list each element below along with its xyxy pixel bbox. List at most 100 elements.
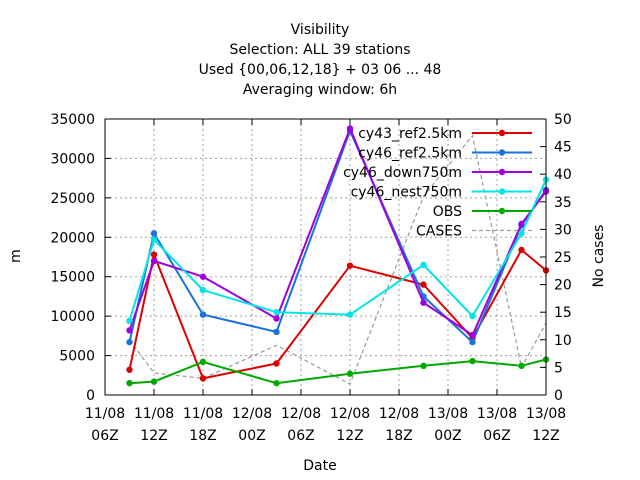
series-line-obs (129, 358, 547, 385)
x-tick-label: 11/08 (85, 406, 125, 422)
chart-title: Visibility Selection: ALL 39 stations Us… (199, 22, 442, 98)
data-point-cy46-down750m (518, 220, 525, 228)
data-point-cy43-ref2-5km (273, 360, 280, 367)
y-tick-label: 20000 (50, 230, 95, 246)
y-tick-label: 15000 (50, 270, 95, 286)
x-tick-label: 18Z (385, 428, 412, 444)
series-layer (126, 125, 550, 387)
series-line-cy46-nest750m (128, 179, 547, 322)
y2-tick-label: 50 (554, 112, 572, 128)
x-tick-label: 12Z (336, 428, 363, 444)
data-point-cy43-ref2-5km (420, 281, 427, 288)
legend-marker-cy46-nest750m (498, 188, 506, 195)
data-point-cy43-ref2-5km (126, 366, 133, 373)
title-line-4: Averaging window: 6h (243, 82, 397, 98)
legend-marker-cy46-ref2-5km (498, 149, 506, 156)
y2-axis-label: No cases (591, 225, 607, 288)
y-tick-label: 5000 (59, 349, 95, 365)
y2-tick-label: 25 (554, 250, 572, 266)
plot-border (104, 118, 547, 396)
y2-tick-label: 45 (554, 140, 572, 156)
data-point-cy46-ref2-5km (126, 338, 133, 346)
data-point-cy46-down750m (420, 299, 427, 306)
title-line-2: Selection: ALL 39 stations (229, 42, 410, 58)
x-tick-label: 13/08 (428, 406, 468, 422)
legend-label-cy46-down750m: cy46_down750m (343, 165, 462, 181)
legend: cy43_ref2.5km cy46_ref2.5km cy46_down750mc… (343, 126, 532, 240)
data-point-cy46-nest750m (518, 230, 525, 237)
data-point-cy46-down750m (199, 273, 207, 280)
x-axis-label: Date (303, 458, 336, 474)
data-point-obs (469, 357, 476, 365)
x-tick-label: 12Z (140, 428, 167, 444)
series-line-cy46-down750m (128, 125, 547, 337)
data-point-cy43-ref2-5km (199, 375, 207, 382)
x-tick-label: 12/08 (330, 406, 370, 422)
y2-tick-label: 15 (554, 305, 572, 321)
y2-tick-label: 0 (554, 388, 563, 404)
y2-tick-label: 10 (554, 333, 572, 349)
y2-tick-label: 35 (554, 195, 572, 211)
plot-frame (104, 118, 547, 396)
data-point-obs (150, 378, 158, 385)
data-point-cy46-nest750m (469, 312, 476, 320)
data-point-obs (420, 362, 427, 370)
legend-label-cy46-ref2-5km: cy46_ref2.5km (358, 146, 462, 162)
x-tick-label: 13/08 (526, 406, 566, 422)
x-tick-label: 18Z (189, 428, 216, 444)
data-point-cy46-nest750m (273, 309, 280, 316)
data-point-obs (199, 358, 207, 366)
legend-marker-cy43-ref2-5km (498, 129, 506, 137)
x-tick-label: 00Z (434, 428, 461, 444)
x-tick-label: 12/08 (232, 406, 272, 422)
data-point-cy46-down750m (469, 331, 476, 339)
y2-tick-label: 30 (554, 222, 572, 238)
y-tick-label: 25000 (50, 191, 95, 207)
data-point-cy46-nest750m (150, 236, 158, 243)
legend-label-obs: OBS (433, 204, 462, 220)
x-tick-label: 06Z (483, 428, 510, 444)
data-point-cy46-ref2-5km (469, 338, 476, 346)
data-point-cy46-nest750m (199, 286, 207, 294)
x-tick-label: 13/08 (477, 406, 517, 422)
data-point-cy46-down750m (273, 315, 280, 322)
y2-tick-label: 40 (554, 167, 572, 183)
x-tick-label: 00Z (238, 428, 265, 444)
x-tick-label: 12Z (532, 428, 559, 444)
data-point-cy46-ref2-5km (273, 328, 280, 336)
data-point-obs (518, 362, 525, 370)
y2-tick-label: 5 (554, 360, 563, 376)
title-line-1: Visibility (291, 22, 350, 38)
y-tick-label: 0 (86, 388, 95, 404)
legend-marker-obs (498, 207, 506, 215)
x-tick-label: 06Z (287, 428, 314, 444)
y-tick-label: 35000 (50, 112, 95, 128)
y-tick-label: 10000 (50, 309, 95, 325)
legend-marker-cy46-down750m (498, 168, 506, 176)
data-point-cy46-down750m (346, 125, 354, 132)
data-point-cy46-ref2-5km (150, 230, 158, 237)
legend-label-cases: CASES (416, 224, 462, 240)
x-tick-label: 11/08 (134, 406, 174, 422)
y-axis-label: m (8, 249, 24, 263)
legend-label-cy43-ref2-5km: cy43_ref2.5km (358, 126, 462, 142)
data-point-obs (346, 370, 354, 377)
data-point-obs (273, 379, 280, 387)
data-point-cy43-ref2-5km (346, 262, 354, 269)
data-point-cy46-nest750m (420, 261, 427, 269)
data-point-cy46-ref2-5km (199, 311, 207, 318)
legend-label-cy46-nest750m: cy46_nest750m (351, 185, 462, 201)
x-tick-label: 11/08 (183, 406, 223, 422)
data-point-obs (126, 379, 133, 387)
title-line-3: Used {00,06,12,18} + 03 06 ... 48 (199, 62, 442, 78)
data-point-cy46-nest750m (346, 311, 354, 318)
data-point-cy46-down750m (126, 327, 133, 334)
data-point-cy46-down750m (150, 257, 158, 265)
grid-layer (105, 119, 546, 395)
y-tick-label: 30000 (50, 151, 95, 167)
data-point-cy43-ref2-5km (518, 246, 525, 254)
x-tick-label: 12/08 (379, 406, 419, 422)
data-point-cy43-ref2-5km (150, 251, 158, 258)
